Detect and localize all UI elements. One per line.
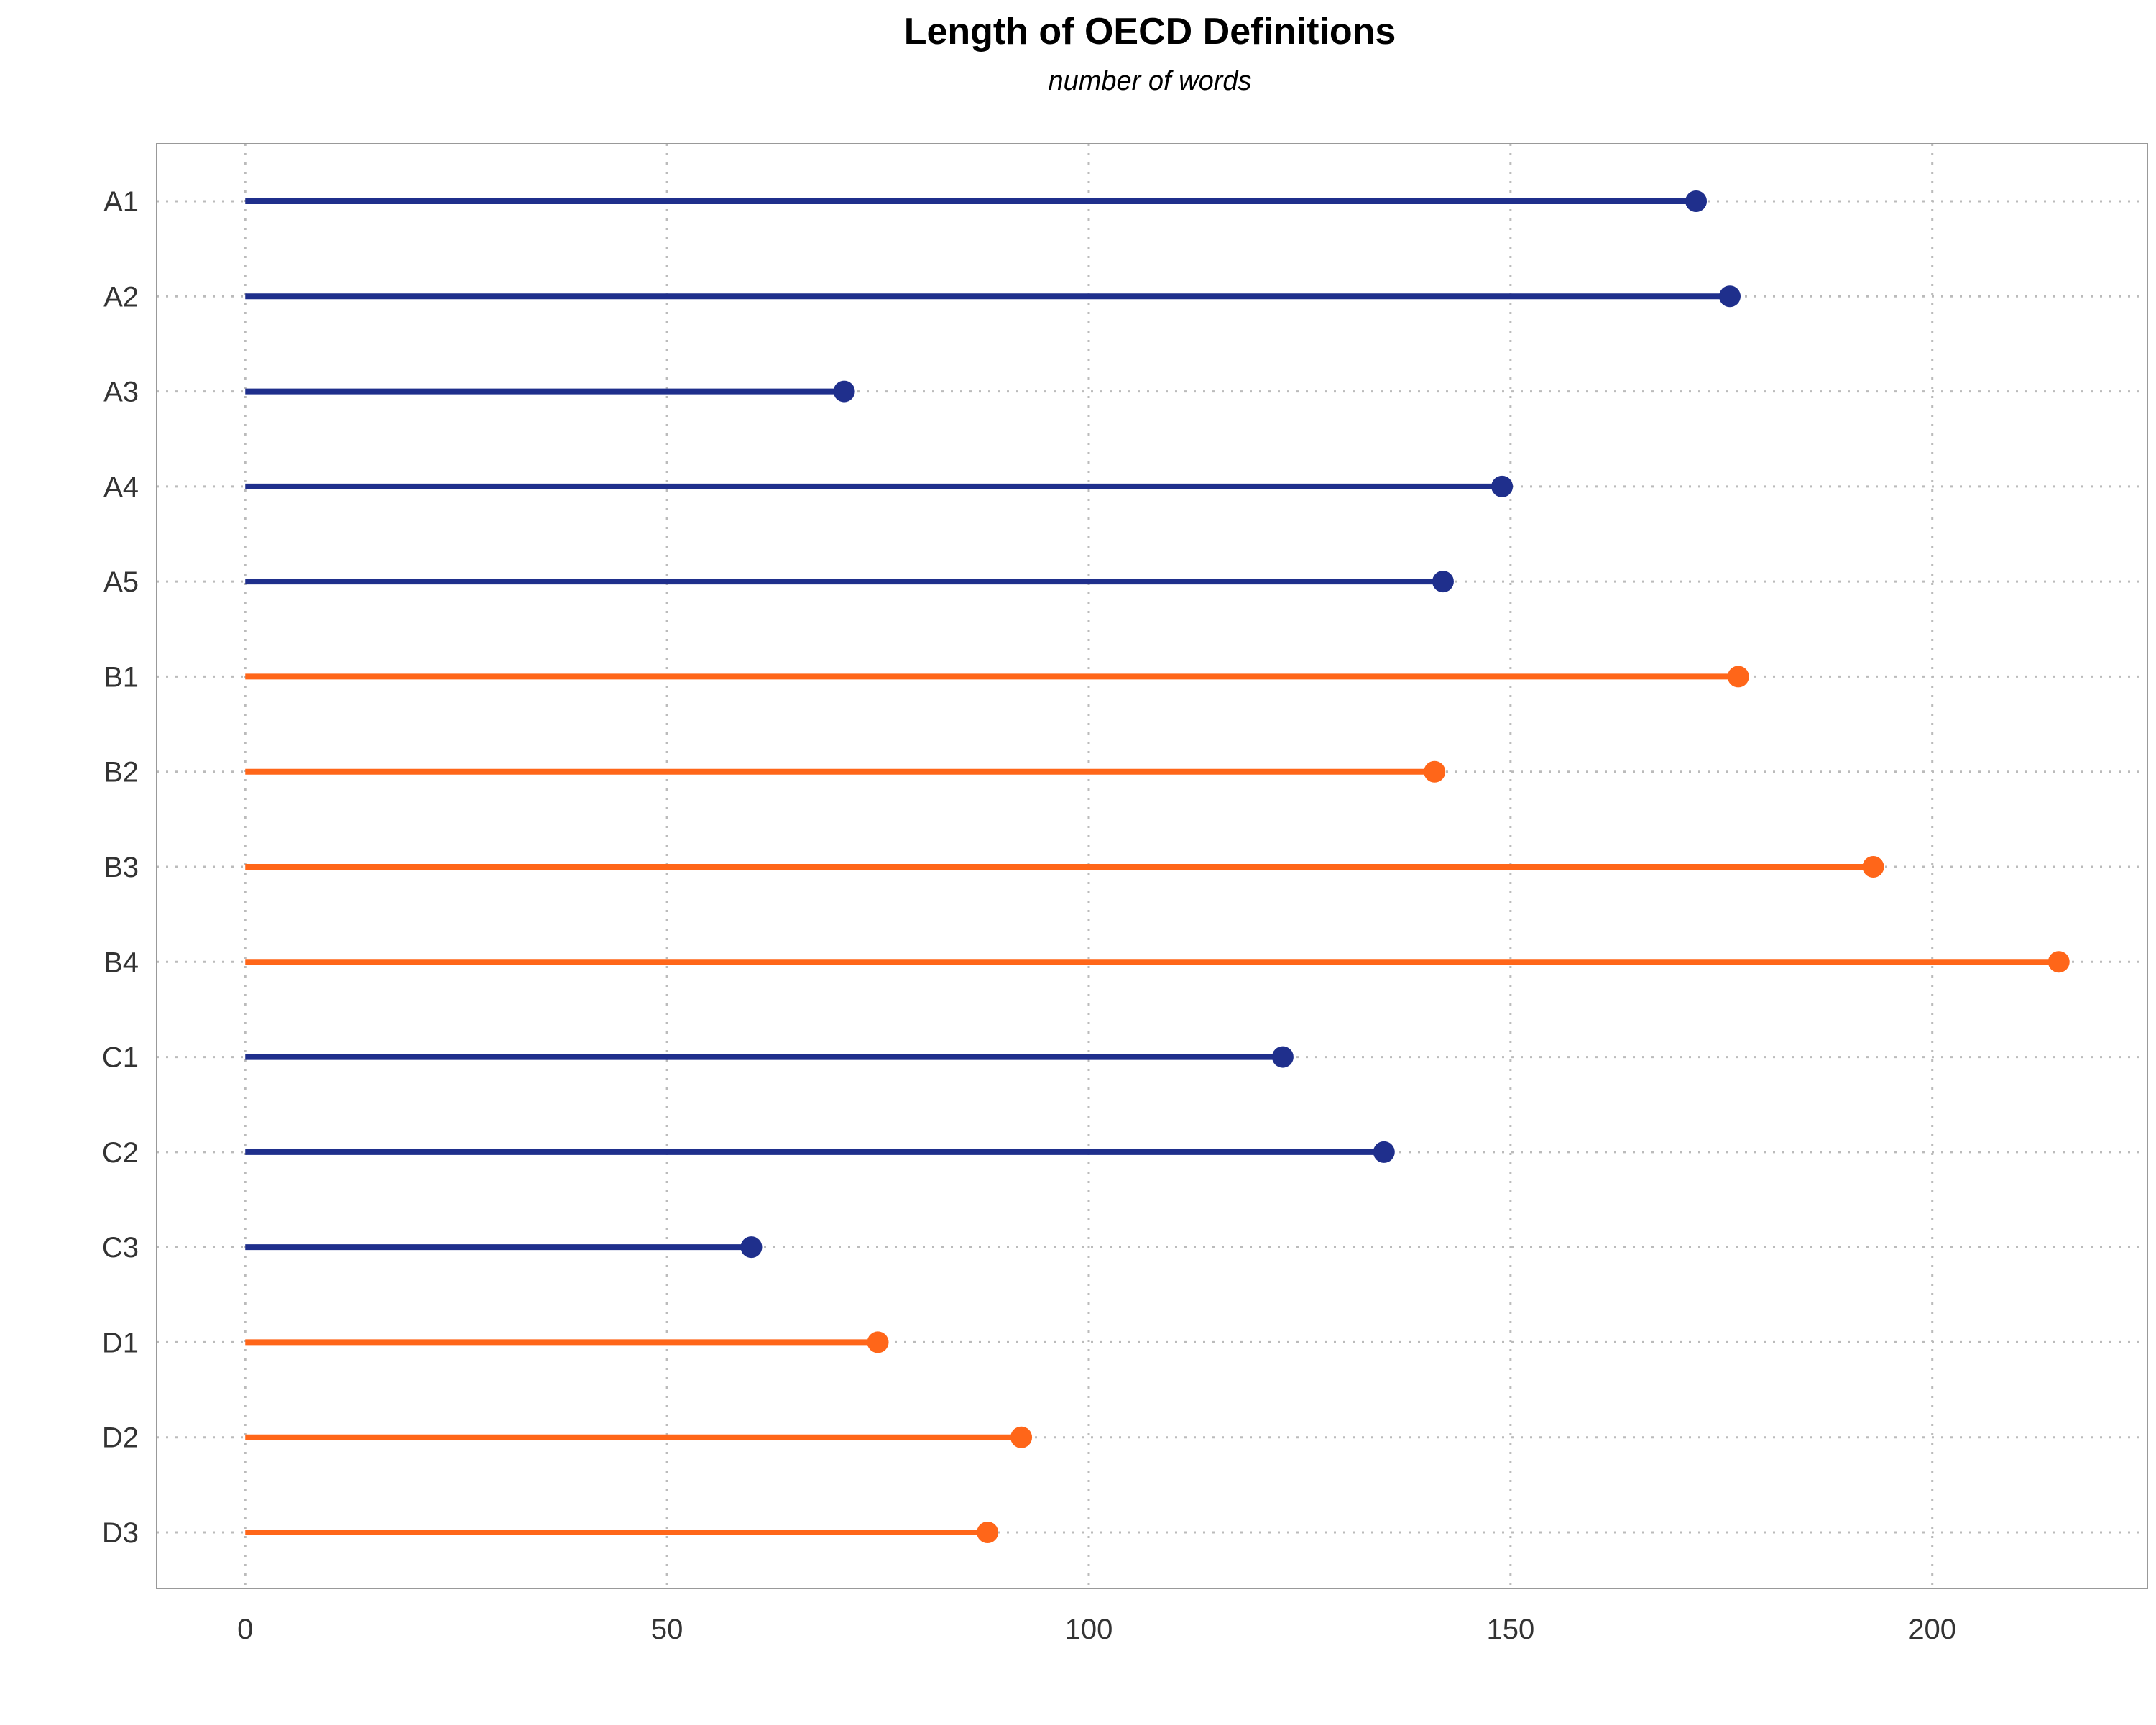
lollipop-dot-a4 bbox=[1491, 475, 1514, 497]
y-tick-label-b3: B3 bbox=[103, 852, 139, 883]
axis-layer: 0 50 100 150 200 A1 A2 A3 A4 A5 B1 B2 B3 B4 C1 C2 C3 D1 D2… bbox=[102, 186, 1956, 1645]
y-tick-label-c1: C1 bbox=[102, 1042, 139, 1074]
y-tick-label-b4: B4 bbox=[103, 947, 139, 978]
x-tick-label: 100 bbox=[1065, 1614, 1113, 1645]
x-tick-label: 0 bbox=[237, 1614, 253, 1645]
lollipop-dot-b4 bbox=[2047, 951, 2070, 973]
lollipop-dot-d2 bbox=[1010, 1426, 1033, 1448]
y-tick-label-b1: B1 bbox=[103, 661, 139, 693]
plot-frame bbox=[156, 143, 2148, 1589]
lollipop-dot-b3 bbox=[1862, 856, 1884, 878]
y-tick-label-a3: A3 bbox=[103, 377, 139, 408]
chart-title: Length of OECD Definitions bbox=[903, 11, 1396, 52]
y-tick-label-a1: A1 bbox=[103, 186, 139, 218]
y-tick-label-a5: A5 bbox=[103, 566, 139, 598]
lollipop-dot-d1 bbox=[867, 1331, 889, 1353]
lollipop-dot-a1 bbox=[1685, 190, 1708, 212]
y-tick-label-d2: D2 bbox=[102, 1422, 139, 1454]
y-tick-label-c3: C3 bbox=[102, 1232, 139, 1264]
chart-subtitle: number of words bbox=[1048, 66, 1252, 96]
lollipop-dot-b1 bbox=[1727, 666, 1749, 688]
x-tick-label: 50 bbox=[651, 1614, 683, 1645]
lollipop-dot-b2 bbox=[1424, 760, 1446, 783]
lollipop-dot-a5 bbox=[1432, 571, 1454, 593]
x-tick-label: 150 bbox=[1486, 1614, 1534, 1645]
y-tick-label-d1: D1 bbox=[102, 1327, 139, 1358]
lollipop-dot-c1 bbox=[1271, 1046, 1294, 1068]
x-tick-label: 200 bbox=[1908, 1614, 1956, 1645]
lollipop-dot-a2 bbox=[1719, 285, 1741, 308]
mark-layer bbox=[245, 190, 2070, 1543]
lollipop-dot-a3 bbox=[833, 380, 855, 402]
lollipop-dot-d3 bbox=[977, 1522, 999, 1543]
y-tick-label-d3: D3 bbox=[102, 1517, 139, 1549]
y-tick-label-b2: B2 bbox=[103, 757, 139, 788]
y-tick-label-a4: A4 bbox=[103, 472, 139, 503]
y-tick-label-a2: A2 bbox=[103, 281, 139, 313]
y-tick-label-c2: C2 bbox=[102, 1137, 139, 1169]
lollipop-dot-c2 bbox=[1373, 1141, 1395, 1163]
lollipop-dot-c3 bbox=[740, 1236, 763, 1259]
